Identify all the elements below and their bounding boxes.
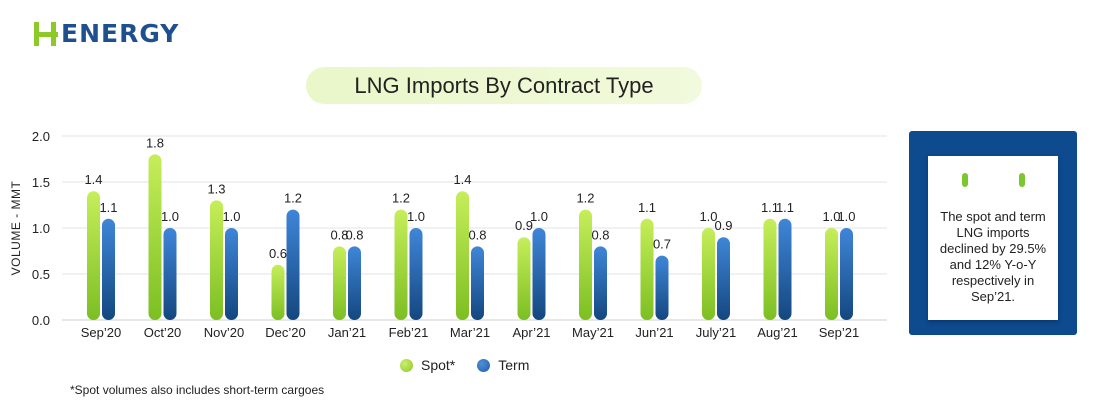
- chart-legend: Spot* Term: [400, 357, 551, 373]
- insight-card: The spot and term LNG imports declined b…: [909, 131, 1077, 335]
- x-tick-label: May’21: [572, 325, 614, 340]
- data-label-spot: 1.4: [453, 172, 471, 187]
- brand-name: ENERGY: [61, 19, 180, 48]
- bar-spot: [579, 209, 592, 320]
- data-label-spot: 1.2: [392, 191, 410, 206]
- y-tick-label: 0.5: [32, 267, 50, 282]
- insight-paper: The spot and term LNG imports declined b…: [928, 156, 1058, 320]
- chart-title: LNG Imports By Contract Type: [306, 67, 702, 104]
- x-tick-label: Jun’21: [635, 325, 673, 340]
- data-label-spot: 1.0: [822, 209, 840, 224]
- data-label-term: 1.0: [407, 209, 425, 224]
- data-label-spot: 0.9: [515, 218, 533, 233]
- bar-spot: [394, 209, 408, 320]
- x-tick-label: Feb’21: [389, 325, 429, 340]
- bar-term: [163, 228, 177, 320]
- bar-term: [594, 246, 607, 320]
- legend-dot-spot: [400, 358, 413, 372]
- data-label-term: 1.0: [530, 209, 548, 224]
- x-tick-label: Aug’21: [757, 325, 797, 340]
- bar-spot: [763, 218, 777, 320]
- x-tick-label: Apr’21: [512, 325, 550, 340]
- data-label-term: 0.8: [345, 227, 363, 242]
- bar-spot: [517, 237, 531, 320]
- data-label-spot: 1.4: [84, 172, 102, 187]
- data-label-spot: 1.1: [638, 200, 656, 215]
- bar-term: [778, 218, 792, 320]
- data-label-term: 0.7: [653, 237, 671, 252]
- bar-spot: [148, 154, 162, 320]
- bar-spot: [210, 200, 223, 320]
- data-label-spot: 1.3: [207, 181, 225, 196]
- legend-item-term: Term: [477, 357, 529, 373]
- data-label-term: 1.0: [161, 209, 179, 224]
- legend-dot-term: [477, 358, 491, 372]
- data-label-term: 0.9: [714, 218, 732, 233]
- x-tick-label: Nov’20: [204, 325, 244, 340]
- brand-logo: ENERGY: [33, 18, 179, 50]
- footnote: *Spot volumes also includes short-term c…: [70, 383, 325, 397]
- data-label-term: 1.0: [837, 209, 855, 224]
- data-label-spot: 1.1: [761, 200, 779, 215]
- bar-spot: [702, 228, 715, 320]
- bar-term: [840, 228, 853, 320]
- data-label-spot: 1.2: [576, 191, 594, 206]
- x-tick-label: Oct’20: [144, 325, 182, 340]
- bar-term: [286, 209, 300, 320]
- bar-term: [471, 246, 484, 320]
- x-tick-label: Sep’21: [819, 325, 859, 340]
- data-label-term: 0.8: [591, 227, 609, 242]
- bar-term: [225, 228, 238, 320]
- h-logo-icon: [33, 20, 59, 48]
- bar-term: [532, 228, 546, 320]
- y-tick-label: 1.5: [32, 175, 50, 190]
- y-tick-label: 0.0: [32, 313, 50, 328]
- binder-ring-icon: [1019, 173, 1025, 187]
- data-label-spot: 0.8: [330, 227, 348, 242]
- data-label-spot: 1.0: [699, 209, 717, 224]
- y-tick-label: 1.0: [32, 221, 50, 236]
- data-label-term: 1.0: [222, 209, 240, 224]
- data-label-spot: 1.8: [146, 135, 164, 150]
- x-tick-label: Jan’21: [328, 325, 366, 340]
- bar-term: [102, 218, 115, 320]
- x-tick-label: July’21: [696, 325, 736, 340]
- legend-item-spot: Spot*: [400, 357, 455, 373]
- bar-spot: [87, 191, 100, 320]
- bar-term: [348, 246, 361, 320]
- bar-spot: [640, 218, 654, 320]
- bar-term: [717, 237, 730, 320]
- x-tick-label: Dec’20: [265, 325, 305, 340]
- x-tick-label: Sep’20: [81, 325, 121, 340]
- y-axis-label: VOLUME - MMT: [9, 181, 23, 276]
- data-label-term: 1.1: [99, 200, 117, 215]
- data-label-term: 0.8: [468, 227, 486, 242]
- legend-label-term: Term: [498, 357, 530, 373]
- bar-chart: 0.0 0.5 1.0 1.5 2.0 VOLUME - MMT 1.4 1.1 Sep’20 1…: [9, 129, 887, 340]
- bar-spot: [456, 191, 469, 320]
- data-label-term: 1.1: [776, 200, 794, 215]
- legend-label-spot: Spot*: [421, 357, 456, 373]
- x-tick-label: Mar’21: [450, 325, 490, 340]
- y-tick-label: 2.0: [32, 129, 50, 144]
- bar-spot: [333, 246, 346, 320]
- bar-spot: [825, 228, 838, 320]
- data-label-term: 1.2: [284, 191, 302, 206]
- bar-spot: [271, 264, 285, 320]
- binder-ring-icon: [962, 173, 968, 187]
- bar-term: [409, 228, 423, 320]
- data-label-spot: 0.6: [269, 246, 287, 261]
- insight-text: The spot and term LNG imports declined b…: [939, 209, 1047, 304]
- bar-term: [655, 255, 669, 320]
